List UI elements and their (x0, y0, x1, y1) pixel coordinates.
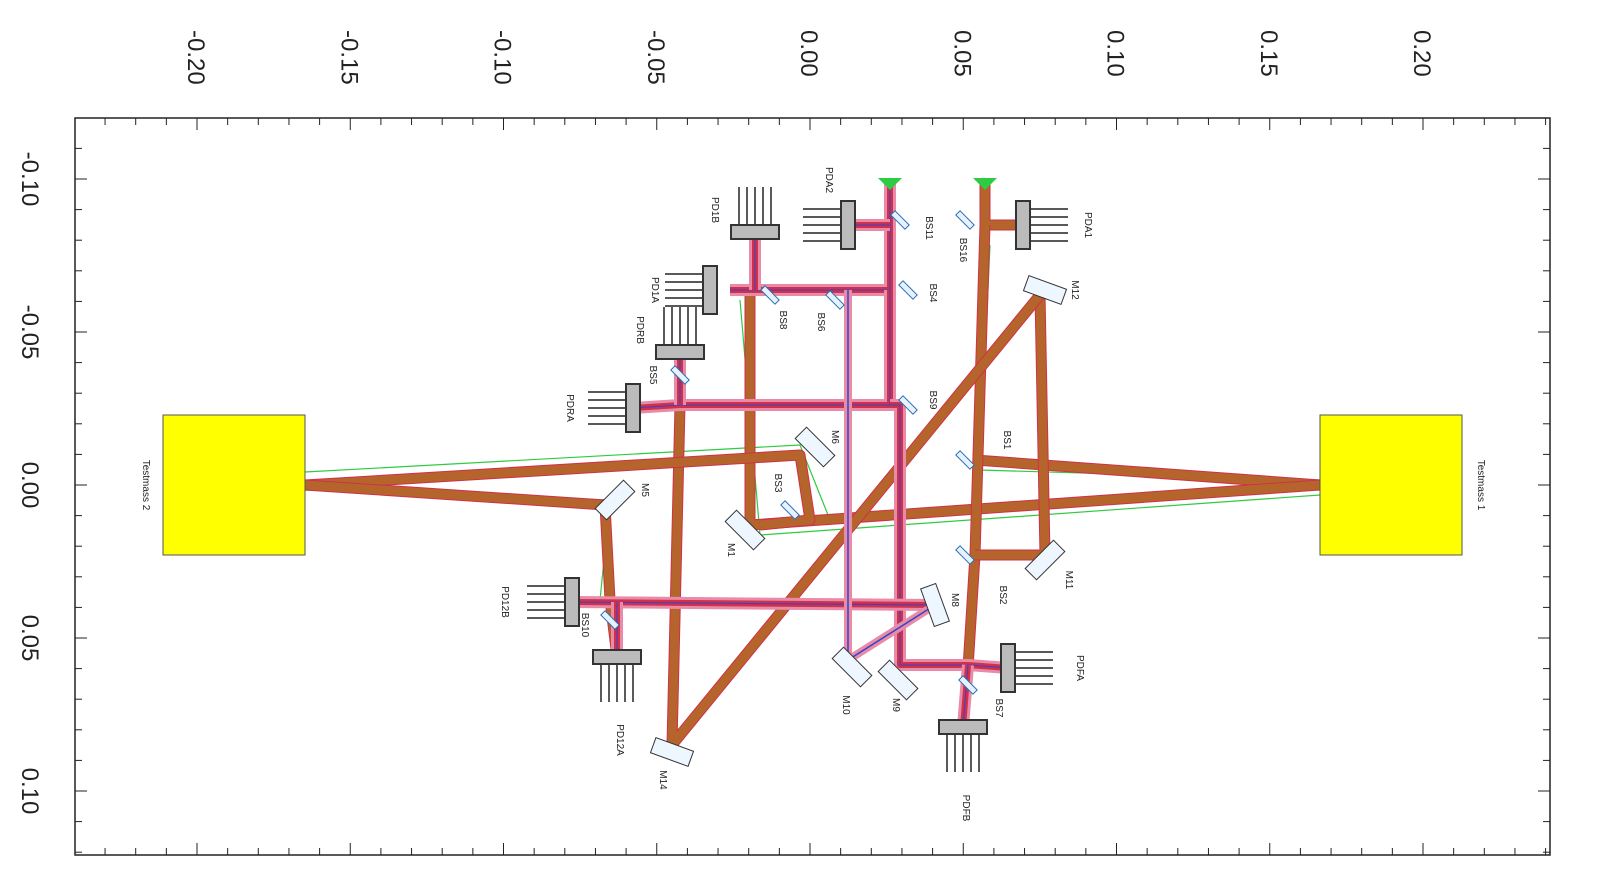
y-tick-label: 0.00 (16, 462, 43, 509)
y-tick-label: 0.10 (16, 768, 43, 815)
beamsplitter-label: BS6 (815, 313, 826, 332)
detector (731, 225, 779, 239)
beamsplitter-label: BS7 (993, 699, 1004, 718)
beamsplitter-label: BS8 (777, 311, 788, 330)
x-tick-label: 0.20 (1408, 30, 1435, 77)
x-tick-label: -0.05 (642, 30, 669, 85)
detector-label: PDA2 (823, 167, 834, 194)
y-tick-label: -0.05 (16, 305, 43, 360)
detector (626, 384, 640, 432)
beamsplitter-label: BS9 (927, 391, 938, 410)
mirror-label: M8 (949, 593, 960, 607)
x-tick-label: 0.10 (1102, 30, 1129, 77)
detector (1016, 201, 1030, 249)
mirror-label: M9 (890, 698, 901, 712)
beamsplitter-label: BS16 (957, 238, 968, 263)
test-mass (1320, 415, 1462, 555)
detector (656, 345, 704, 359)
detector-label: PD12B (499, 586, 510, 618)
beamsplitter-label: BS10 (579, 613, 590, 638)
detector-label: PD1A (649, 277, 660, 303)
mirror-label: M14 (657, 770, 668, 790)
y-tick-label: 0.05 (16, 615, 43, 662)
mirror-label: M5 (639, 483, 650, 497)
x-tick-label: 0.15 (1255, 30, 1282, 77)
y-tick-label: -0.10 (16, 152, 43, 207)
detector (593, 650, 641, 664)
detector-label: PDRB (634, 316, 645, 344)
test-mass (163, 415, 305, 555)
detector-label: PDFB (960, 795, 971, 822)
detector (703, 266, 717, 314)
detector-label: PDA1 (1082, 212, 1093, 239)
detector-label: PDRA (564, 394, 575, 422)
x-tick-label: 0.05 (948, 30, 975, 77)
beamsplitter-label: BS5 (647, 366, 658, 385)
beamsplitter-label: BS2 (997, 586, 1008, 605)
mirror-label: M6 (829, 430, 840, 444)
detector (841, 201, 855, 249)
mirror-label: M12 (1069, 280, 1080, 300)
x-tick-label: -0.15 (335, 30, 362, 85)
optical-bench: Testmass 2 Testmass 1 PDA2 PDA1 PD1B PD1A PDRB… (0, 0, 1605, 894)
mirror-label: M11 (1063, 571, 1074, 590)
beamsplitter-label: BS4 (927, 284, 938, 303)
x-tick-label: 0.00 (795, 30, 822, 77)
beamsplitter-label: BS1 (1001, 431, 1012, 450)
x-tick-label: -0.20 (182, 30, 209, 85)
x-tick-label: -0.10 (489, 30, 516, 85)
mirror-label: M10 (840, 695, 851, 715)
mirror-label: M1 (725, 543, 736, 557)
detector-label: PD1B (709, 197, 720, 223)
detector-label: PDFA (1074, 655, 1085, 681)
detector (565, 578, 579, 626)
test-mass-label: Testmass 1 (1475, 460, 1486, 511)
beamsplitter-label: BS3 (772, 474, 783, 493)
detector-label: PD12A (614, 724, 625, 756)
test-mass-label: Testmass 2 (140, 460, 151, 511)
detector (939, 720, 987, 734)
detector (1001, 644, 1015, 692)
beamsplitter-label: BS11 (923, 216, 934, 240)
